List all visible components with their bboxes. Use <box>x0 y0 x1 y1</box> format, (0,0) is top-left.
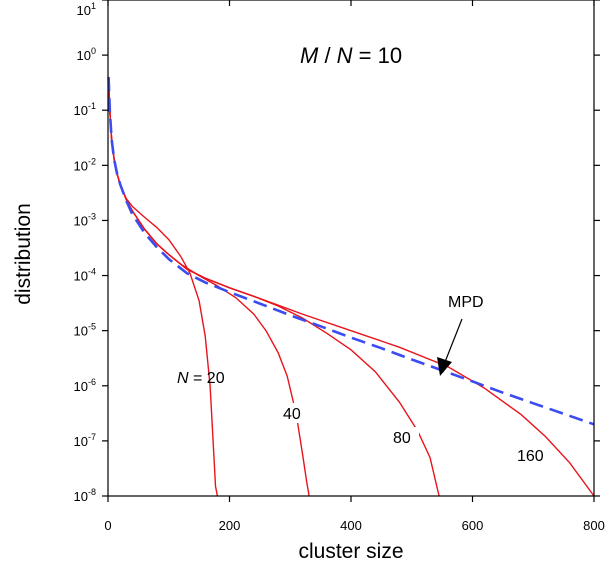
x-tick-label-1: 200 <box>219 518 241 533</box>
mpd-arrow-shaft <box>444 318 463 363</box>
x-tick-label-2: 400 <box>340 518 362 533</box>
y-tick-label-8: 10-7 <box>74 432 96 449</box>
y-tick-label-3: 10-2 <box>74 156 96 173</box>
label-n160: 160 <box>517 448 544 465</box>
y-tick-label-4: 10-3 <box>74 211 96 228</box>
y-tick-label-9: 10-8 <box>74 487 96 504</box>
label-n40: 40 <box>283 406 301 423</box>
label-mpd: MPD <box>448 294 484 311</box>
y-tick-label-1: 100 <box>77 46 96 63</box>
mpd-arrow-head <box>437 357 452 376</box>
x-tick-label-0: 0 <box>104 518 111 533</box>
y-tick-label-0: 101 <box>77 1 96 18</box>
label-n80-bg <box>391 427 419 447</box>
y-tick-label-5: 10-4 <box>74 267 96 284</box>
y-tick-label-2: 10-1 <box>74 101 96 118</box>
ticks-layer: 0 200 400 600 800 101 100 10-1 10-2 10-3 10-4 10-5 1… <box>74 0 605 533</box>
y-tick-label-7: 10-6 <box>74 377 96 394</box>
x-tick-label-3: 600 <box>462 518 484 533</box>
series-line-4 <box>107 76 595 426</box>
y-axis-title: distribution <box>12 203 35 305</box>
label-n40-bg <box>281 403 309 423</box>
label-n160-bg <box>515 445 551 465</box>
x-tick-label-4: 800 <box>583 518 605 533</box>
series-layer <box>107 76 595 497</box>
x-axis-title: cluster size <box>298 540 403 563</box>
label-n20: N = 20 <box>177 370 225 387</box>
label-n80: 80 <box>393 430 411 447</box>
ratio-annotation: M / N = 10 <box>300 43 402 68</box>
y-tick-label-6: 10-5 <box>74 322 96 339</box>
